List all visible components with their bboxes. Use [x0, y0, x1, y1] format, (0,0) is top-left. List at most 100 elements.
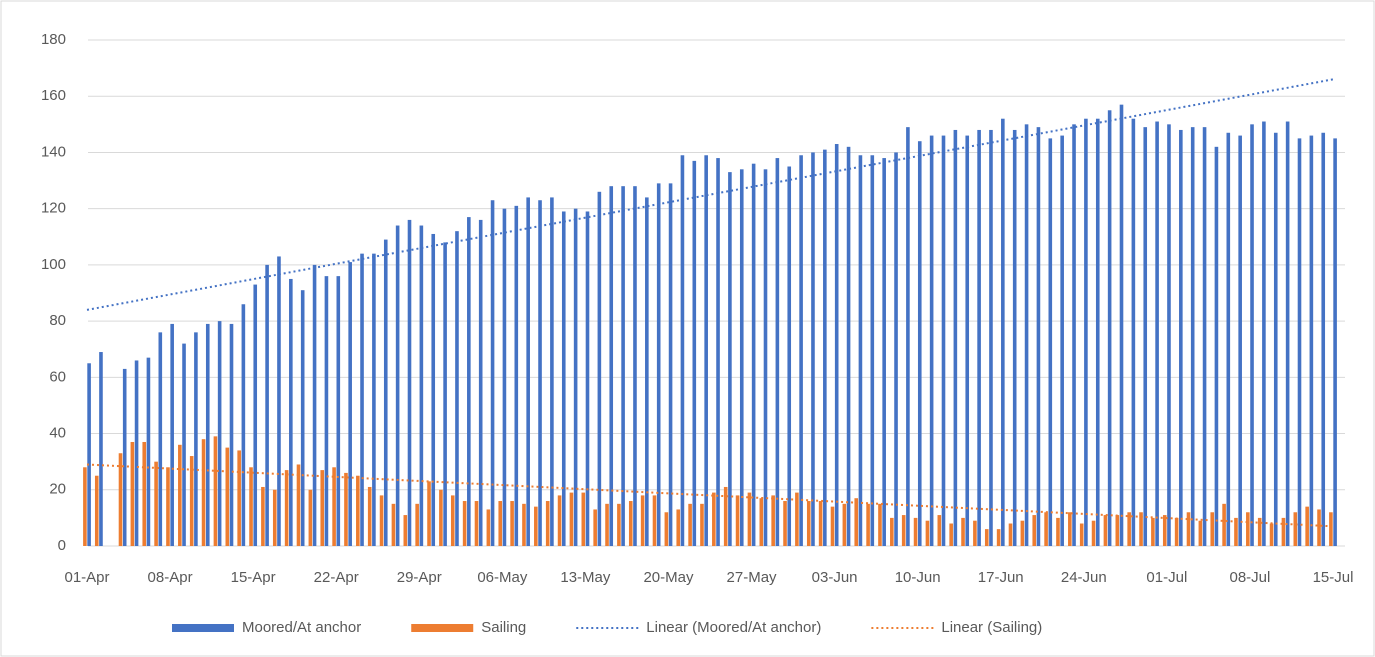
bar	[467, 217, 471, 546]
bar	[237, 450, 241, 546]
bar	[854, 498, 859, 546]
bar	[1119, 104, 1124, 547]
bar	[783, 501, 787, 546]
bar	[1056, 517, 1060, 546]
bar	[1044, 512, 1048, 546]
bar	[1297, 138, 1302, 546]
trendline	[86, 78, 1334, 311]
bar	[332, 467, 336, 546]
bar	[977, 129, 981, 546]
bar	[502, 208, 507, 546]
bar	[225, 447, 230, 546]
bar	[1179, 129, 1183, 546]
bar	[668, 183, 673, 546]
y-tick-label: 140	[41, 143, 66, 160]
bar	[99, 352, 103, 546]
bar	[253, 284, 258, 546]
bar	[799, 155, 803, 546]
bar	[462, 501, 467, 546]
bar	[1155, 121, 1159, 547]
x-tick-label: 03-Jun	[812, 569, 858, 586]
bar	[158, 332, 163, 546]
bar	[450, 495, 455, 546]
bar	[522, 503, 526, 546]
bar	[443, 242, 447, 546]
bar	[759, 498, 764, 546]
y-tick-label: 160	[41, 87, 66, 104]
bar	[882, 158, 886, 547]
legend-swatch	[172, 624, 234, 632]
bar	[356, 475, 360, 546]
bar	[1167, 124, 1171, 546]
bar	[1079, 523, 1084, 546]
bar	[1127, 512, 1131, 546]
bar	[217, 321, 222, 546]
bar	[664, 512, 669, 546]
bar	[656, 183, 661, 546]
bar	[300, 290, 305, 546]
bar	[439, 489, 443, 546]
x-tick-label: 24-Jun	[1061, 569, 1107, 586]
bar	[1210, 512, 1215, 546]
bar	[1321, 132, 1326, 546]
bar	[652, 495, 657, 546]
bar	[704, 155, 708, 546]
bar	[1329, 512, 1333, 546]
bar	[640, 495, 645, 546]
bar	[906, 127, 910, 547]
bar	[1143, 127, 1148, 547]
bar	[1285, 121, 1290, 547]
bar	[984, 529, 989, 546]
bar	[130, 441, 135, 546]
bar	[1084, 118, 1088, 546]
bar	[403, 515, 408, 546]
bar	[272, 489, 277, 546]
bar	[146, 357, 151, 546]
bar	[692, 160, 697, 546]
x-tick-label: 06-May	[477, 569, 528, 586]
bar	[996, 529, 1001, 546]
legend-label: Moored/At anchor	[242, 619, 361, 636]
bar	[514, 205, 519, 546]
legend-label: Linear (Moored/At anchor)	[646, 619, 821, 636]
bar	[846, 146, 851, 547]
bar	[1186, 512, 1191, 546]
bar	[561, 211, 566, 546]
bar	[182, 343, 186, 546]
bar	[87, 363, 91, 546]
bar	[1202, 127, 1207, 547]
y-tick-label: 180	[41, 31, 66, 48]
bar	[1281, 517, 1286, 546]
bar	[312, 264, 317, 546]
bar	[383, 239, 388, 547]
x-tick-label: 08-Apr	[148, 569, 193, 586]
bar	[605, 503, 609, 546]
bar	[965, 135, 970, 547]
bar	[953, 129, 958, 546]
bar	[973, 520, 977, 546]
bar	[1001, 118, 1005, 546]
bar	[289, 278, 293, 546]
bar	[633, 186, 637, 546]
bar	[585, 211, 590, 546]
bar	[189, 456, 194, 546]
bar	[134, 360, 139, 546]
y-tick-label: 20	[49, 481, 66, 498]
bar	[550, 197, 554, 546]
bar	[593, 509, 597, 546]
bar	[890, 517, 894, 546]
bar	[1095, 118, 1100, 546]
bar	[894, 152, 898, 546]
bar	[474, 501, 479, 546]
bar	[621, 186, 625, 546]
bar	[277, 256, 281, 546]
x-tick-label: 01-Apr	[64, 569, 109, 586]
bar	[913, 517, 918, 546]
bar	[360, 253, 364, 546]
bar	[372, 253, 376, 546]
bar	[1048, 138, 1053, 546]
bar	[455, 231, 459, 546]
bar	[573, 208, 578, 546]
bar	[1234, 517, 1238, 546]
